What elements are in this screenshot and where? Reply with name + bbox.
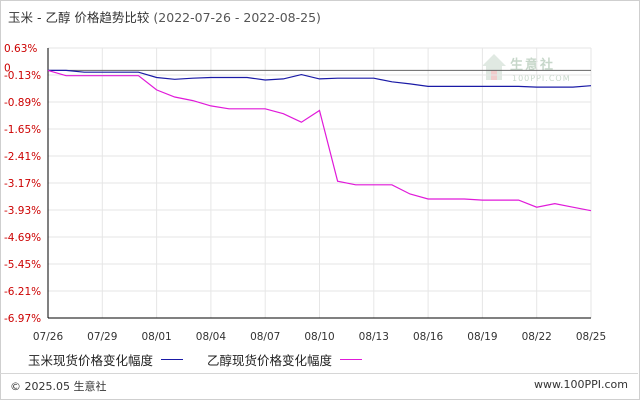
legend-label-corn: 玉米现货价格变化幅度: [28, 353, 154, 368]
x-tick-label: 07/29: [87, 331, 117, 343]
x-tick-label: 08/04: [196, 331, 227, 343]
series-line-ethanol: [47, 69, 592, 212]
y-tick-label: -6.21%: [4, 286, 41, 298]
x-tick-label: 07/26: [33, 331, 64, 343]
y-tick-label: -1.65%: [4, 124, 41, 136]
x-tick-label: 08/13: [359, 331, 389, 343]
x-tick-label: 08/01: [141, 331, 171, 343]
legend-swatch-corn: [161, 359, 184, 360]
y-tick-label: -3.93%: [4, 205, 41, 217]
zero-label: 0: [4, 62, 11, 74]
chart-legend: 玉米现货价格变化幅度 乙醇现货价格变化幅度: [28, 350, 386, 369]
series-line-corn: [48, 69, 592, 88]
y-tick-labels: 0.63% -0.13% -0.89% -1.65% -2.41% -3.17% -3.93…: [4, 43, 41, 325]
x-tick-label: 08/19: [467, 331, 497, 343]
y-tick-label: -4.69%: [4, 232, 41, 244]
chart-series: [47, 69, 592, 212]
y-tick-label: -0.13%: [4, 70, 41, 82]
y-tick-label: -5.45%: [4, 259, 41, 271]
x-tick-label: 08/22: [522, 331, 552, 343]
x-tick-label: 08/25: [576, 331, 606, 343]
x-tick-label: 08/16: [413, 331, 444, 343]
watermark-logo: 生意社 100PPI.COM: [480, 52, 592, 92]
x-tick-labels: 07/26 07/29 08/01 08/04 08/07 08/10 08/13 08/16…: [33, 331, 606, 343]
y-tick-label: -3.17%: [4, 178, 41, 190]
chart-title-text: 玉米 - 乙醇 价格趋势比较: [8, 10, 150, 25]
legend-item-corn: 玉米现货价格变化幅度: [28, 350, 184, 369]
legend-item-ethanol: 乙醇现货价格变化幅度: [207, 350, 363, 369]
watermark-brand: 生意社: [510, 58, 556, 73]
chart-grid: [47, 47, 592, 319]
chart-axes: [47, 48, 591, 319]
chart-date-range: (2022-07-26 - 2022-08-25): [153, 10, 321, 25]
footer-divider: [0, 373, 638, 374]
y-tick-label: -6.97%: [4, 313, 41, 325]
y-tick-label: 0.63%: [4, 43, 37, 55]
footer-site-link[interactable]: www.100PPI.com: [534, 378, 628, 391]
legend-label-ethanol: 乙醇现货价格变化幅度: [207, 353, 333, 368]
watermark-url: 100PPI.COM: [512, 74, 571, 83]
footer-copyright: © 2025.05 生意社: [10, 380, 107, 393]
y-tick-label: -0.89%: [4, 97, 41, 109]
x-tick-label: 08/10: [304, 331, 334, 343]
x-tick-label: 08/07: [250, 331, 280, 343]
legend-swatch-ethanol: [340, 359, 363, 360]
y-tick-label: -2.41%: [4, 151, 41, 163]
chart-title: 玉米 - 乙醇 价格趋势比较 (2022-07-26 - 2022-08-25): [8, 7, 321, 26]
